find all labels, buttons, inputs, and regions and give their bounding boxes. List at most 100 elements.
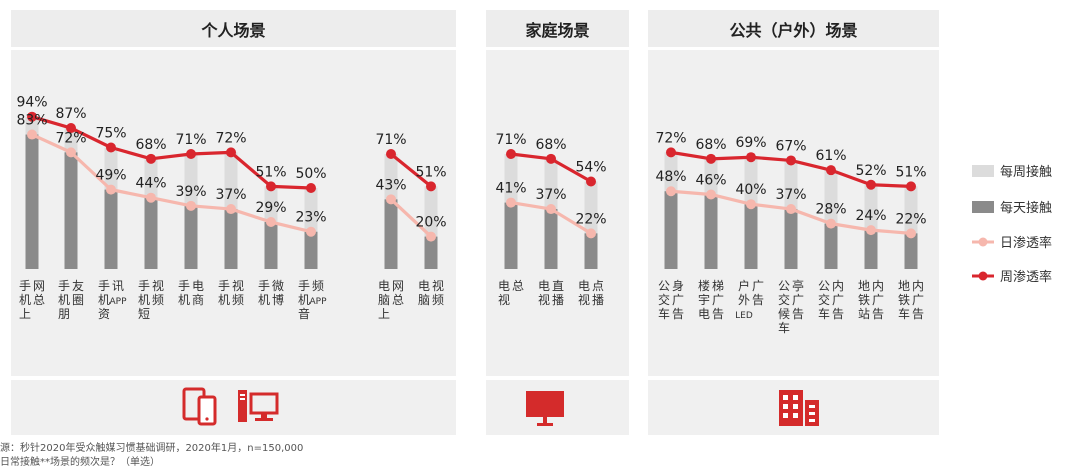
category-label-char: 网 (33, 279, 45, 293)
category-label-char: 手 (98, 279, 110, 293)
category-label-char: 电 (698, 307, 710, 321)
weekly-penetration-point (186, 148, 196, 159)
daily-penetration-point (706, 189, 716, 200)
category-label-char: 交 (778, 292, 790, 307)
category-label-char: 频 (312, 279, 324, 293)
category-label-char: 外 (738, 293, 750, 307)
legend-swatch (972, 164, 994, 177)
weekly-data-label: 71% (495, 132, 526, 148)
category-label-char: 上 (19, 307, 31, 321)
daily-data-label: 23% (295, 210, 326, 226)
category-label-char: 视 (432, 278, 444, 293)
daily-penetration-point (27, 129, 37, 140)
category-label-char: 商 (192, 292, 204, 307)
category-label-char: 内 (872, 279, 884, 293)
category-label-char: 身 (672, 278, 684, 293)
legend-swatch (972, 200, 994, 213)
daily-data-label: 37% (775, 187, 806, 203)
category-label-char: 总 (512, 279, 524, 293)
weekly-data-label: 71% (375, 132, 406, 148)
weekly-data-label: 75% (95, 126, 126, 142)
category-label-char: 交 (818, 292, 830, 307)
category-label-char: 广 (672, 293, 684, 307)
weekly-penetration-point (866, 179, 876, 190)
footnote-source: 源：秒针2020年受众触媒习惯基础调研，2020年1月，n=150,000 (0, 443, 304, 454)
daily-contact-bar (144, 197, 158, 269)
category-label-char: 播 (592, 293, 604, 307)
weekly-penetration-point (706, 153, 716, 164)
weekly-data-label: 54% (575, 160, 606, 176)
category-label-char: 地 (898, 279, 910, 293)
daily-contact-bar (824, 223, 838, 269)
category-label: 电视总 (498, 279, 524, 307)
daily-data-label: 37% (215, 187, 246, 203)
weekly-penetration-point (666, 147, 676, 158)
weekly-penetration-line (389, 152, 433, 188)
category-label-char: 告 (752, 293, 764, 307)
weekly-data-label: 72% (655, 130, 686, 146)
category-label-char: 内 (912, 279, 924, 293)
category-label-char: 视 (578, 292, 590, 307)
category-label-char: 站 (858, 307, 870, 321)
daily-penetration-point (786, 204, 796, 215)
category-label-char: 圈 (72, 293, 84, 307)
category-label-char: 视 (498, 292, 510, 307)
weekly-penetration-point (746, 152, 756, 163)
category-label-char: 总 (33, 293, 45, 307)
daily-data-label: 37% (535, 187, 566, 203)
category-label-char: 车 (778, 320, 790, 335)
category-label-char: 楼 (698, 278, 710, 293)
category-label-char: 公 (778, 279, 790, 293)
daily-penetration-point (546, 204, 556, 215)
daily-data-label: 22% (575, 211, 606, 227)
daily-contact-bar (784, 209, 798, 269)
category-label-char: 户 (738, 278, 750, 293)
category-label-char: 电 (498, 279, 510, 293)
category-label-char: 网 (392, 279, 404, 293)
category-label-char: 告 (872, 307, 884, 321)
daily-contact-bar (25, 134, 39, 269)
category-label-char: 广 (792, 293, 804, 307)
daily-data-label: 44% (135, 176, 166, 192)
category-label-char: 车 (658, 306, 670, 321)
category-label-char: 资 (98, 307, 110, 321)
category-label-char: 手 (19, 279, 31, 293)
weekly-data-label: 87% (55, 106, 86, 122)
daily-contact-bar (424, 236, 438, 269)
category-label-char: 短 (138, 307, 150, 321)
weekly-penetration-point (226, 147, 236, 158)
category-label-char: 广 (832, 293, 844, 307)
daily-penetration-point (306, 226, 316, 237)
daily-penetration-point (266, 217, 276, 228)
legend-line-swatch (972, 237, 994, 246)
weekly-penetration-point (586, 176, 596, 187)
category-label-char: 脑 (378, 293, 390, 307)
daily-penetration-point (866, 225, 876, 236)
category-label-char: 电 (192, 279, 204, 293)
category-label-char: 讯 (112, 279, 124, 293)
daily-contact-bar (864, 230, 878, 269)
category-label-char: 朋 (58, 307, 70, 321)
category-label-char: 手 (58, 279, 70, 293)
daily-contact-bar (904, 233, 918, 269)
weekly-data-label: 50% (295, 166, 326, 182)
category-label-char: 告 (712, 307, 724, 321)
daily-contact-bar (264, 222, 278, 269)
category-label-char: 机 (58, 293, 70, 307)
tv-monitor-icon (526, 391, 564, 426)
weekly-data-label: 94% (16, 95, 47, 111)
category-label-char: 机 (178, 293, 190, 307)
daily-contact-bar (224, 209, 238, 269)
weekly-data-label: 68% (695, 137, 726, 153)
footnote-question: 日常接触**场景的频次是？（单选） (0, 457, 160, 468)
category-label-char: 机 (218, 293, 230, 307)
category-label-char: 视 (538, 292, 550, 307)
category-label-char: 电 (378, 279, 390, 293)
weekly-penetration-point (386, 148, 396, 159)
